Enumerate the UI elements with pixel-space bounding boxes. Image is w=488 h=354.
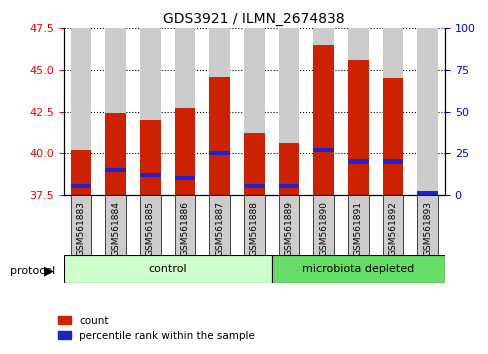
Bar (416, 28, 437, 195)
Text: GSM561885: GSM561885 (145, 201, 154, 256)
Bar (209, 28, 229, 195)
FancyBboxPatch shape (63, 255, 271, 283)
Bar (416, 192, 437, 195)
FancyBboxPatch shape (271, 255, 444, 283)
Bar (209, 76, 229, 195)
FancyBboxPatch shape (70, 195, 91, 255)
Bar (347, 28, 368, 195)
Bar (382, 159, 403, 164)
FancyBboxPatch shape (278, 195, 299, 255)
FancyBboxPatch shape (174, 195, 195, 255)
Bar (244, 28, 264, 195)
Text: GSM561890: GSM561890 (319, 201, 327, 256)
Text: GSM561883: GSM561883 (76, 201, 85, 256)
Bar (140, 120, 161, 195)
Bar (209, 151, 229, 155)
Bar (174, 28, 195, 195)
FancyBboxPatch shape (416, 195, 437, 255)
Text: GSM561893: GSM561893 (422, 201, 431, 256)
Bar (244, 133, 264, 195)
Bar (278, 184, 299, 188)
Bar (105, 113, 126, 195)
Text: GSM561886: GSM561886 (180, 201, 189, 256)
Bar (313, 148, 333, 152)
FancyBboxPatch shape (313, 195, 333, 255)
Text: GSM561884: GSM561884 (111, 201, 120, 256)
FancyBboxPatch shape (347, 195, 368, 255)
Bar (70, 28, 91, 195)
Bar (174, 176, 195, 180)
Bar (313, 28, 333, 195)
Bar (382, 28, 403, 195)
Legend: count, percentile rank within the sample: count, percentile rank within the sample (54, 312, 259, 345)
Bar (140, 173, 161, 177)
Title: GDS3921 / ILMN_2674838: GDS3921 / ILMN_2674838 (163, 12, 345, 26)
FancyBboxPatch shape (105, 195, 126, 255)
Bar (313, 45, 333, 195)
Bar (244, 184, 264, 188)
Bar (278, 28, 299, 195)
Text: control: control (148, 264, 186, 274)
Bar (416, 191, 437, 195)
Bar (140, 28, 161, 195)
Bar (105, 28, 126, 195)
Text: GSM561892: GSM561892 (387, 201, 397, 256)
Bar (347, 159, 368, 164)
Bar (174, 108, 195, 195)
Bar (70, 150, 91, 195)
FancyBboxPatch shape (209, 195, 229, 255)
Text: GSM561888: GSM561888 (249, 201, 258, 256)
Bar (70, 184, 91, 188)
Bar (347, 60, 368, 195)
FancyBboxPatch shape (244, 195, 264, 255)
Bar (278, 143, 299, 195)
Text: protocol: protocol (10, 266, 55, 276)
Text: microbiota depleted: microbiota depleted (302, 264, 414, 274)
Bar (382, 78, 403, 195)
Bar (105, 168, 126, 172)
FancyBboxPatch shape (382, 195, 403, 255)
Text: ▶: ▶ (44, 264, 54, 277)
Text: GSM561889: GSM561889 (284, 201, 293, 256)
Text: GSM561891: GSM561891 (353, 201, 362, 256)
FancyBboxPatch shape (140, 195, 161, 255)
Text: GSM561887: GSM561887 (215, 201, 224, 256)
